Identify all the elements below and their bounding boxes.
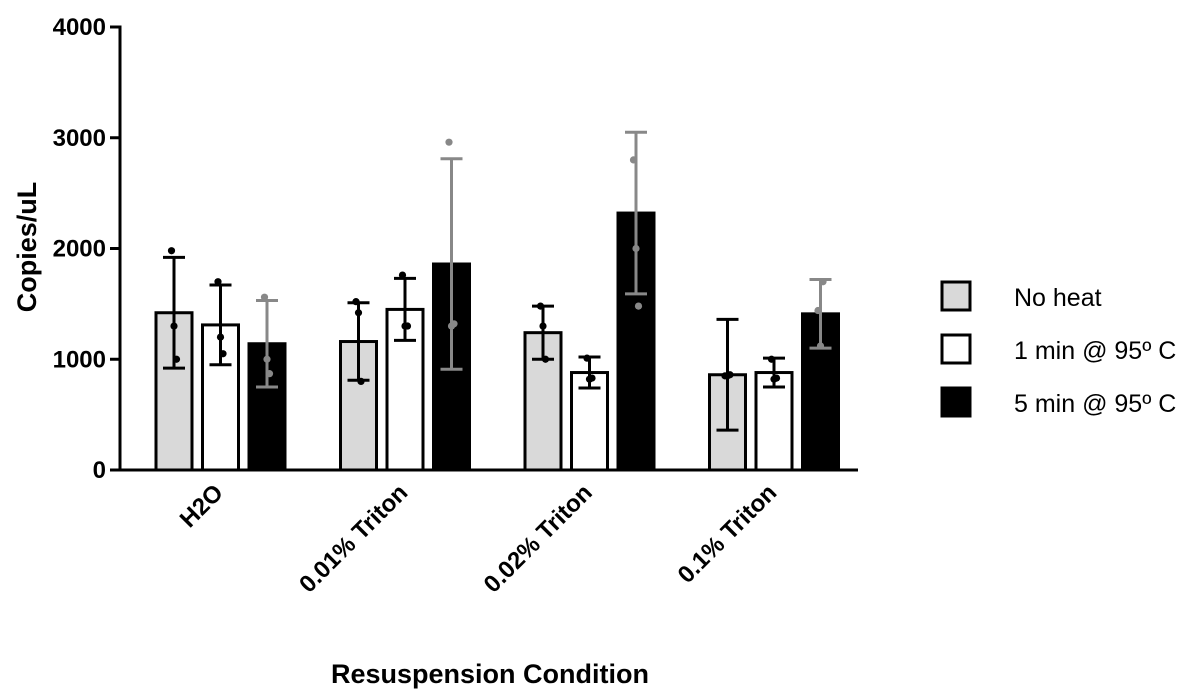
legend-label: No heat	[1014, 284, 1102, 312]
data-point	[354, 309, 363, 317]
x-tick-label: 0.1% Triton	[673, 479, 783, 589]
legend-swatch	[940, 333, 972, 365]
data-point	[398, 271, 407, 279]
legend: No heat 1 min @ 95º C 5 min @ 95º C	[940, 280, 1176, 418]
y-tick-label: 3000	[53, 125, 106, 152]
data-point	[819, 278, 827, 286]
legend-swatch	[940, 280, 972, 312]
legend-label: 1 min @ 95º C	[1014, 337, 1176, 365]
data-point	[263, 355, 271, 363]
data-point	[172, 355, 181, 363]
data-point	[214, 278, 222, 286]
data-point	[450, 320, 458, 328]
data-point	[629, 156, 638, 164]
y-tick-label: 2000	[53, 236, 106, 263]
bar	[754, 371, 794, 472]
data-point	[583, 354, 591, 362]
data-point	[539, 322, 547, 330]
legend-label: 5 min @ 95º C	[1014, 390, 1176, 418]
data-point	[403, 322, 412, 330]
data-point	[219, 350, 227, 358]
data-point	[265, 370, 274, 378]
data-point	[536, 302, 545, 310]
category-labels: H2O 0.01% Triton 0.02% Triton 0.1% Triton	[175, 479, 782, 598]
data-point	[726, 371, 734, 379]
y-tick-label: 4000	[53, 14, 106, 41]
data-point	[170, 322, 178, 330]
y-axis-title: Copies/uL	[12, 182, 42, 313]
data-point	[772, 374, 781, 382]
y-tick-label: 1000	[53, 346, 106, 373]
x-tick-label: H2O	[175, 479, 229, 533]
data-point	[541, 355, 550, 363]
x-axis-title: Resuspension Condition	[331, 659, 649, 689]
x-tick-label: 0.02% Triton	[479, 479, 598, 598]
legend-swatch	[940, 386, 972, 418]
data-point	[167, 247, 176, 255]
data-point	[814, 306, 822, 315]
data-point	[816, 342, 825, 350]
data-point	[767, 355, 776, 363]
data-point	[445, 138, 453, 146]
x-tick-label: 0.01% Triton	[294, 479, 413, 598]
data-point	[588, 374, 596, 382]
data-point	[352, 298, 360, 306]
bar	[523, 331, 563, 472]
data-point	[216, 333, 225, 341]
y-tick-label: 0	[93, 457, 106, 484]
y-axis: 0 1000 2000 3000 4000	[53, 14, 122, 484]
data-point	[260, 293, 269, 301]
data-points	[167, 138, 827, 385]
data-point	[357, 377, 365, 385]
data-point	[632, 244, 640, 253]
data-point	[634, 302, 643, 310]
